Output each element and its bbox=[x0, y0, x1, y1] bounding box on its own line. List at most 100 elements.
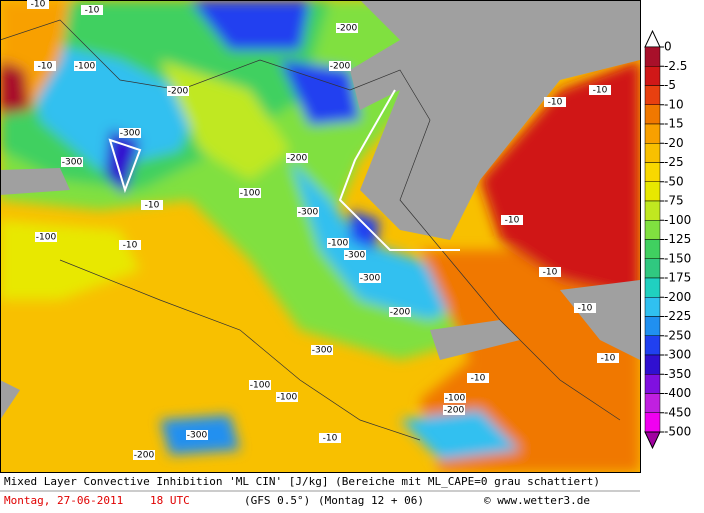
colorbar-segment bbox=[644, 162, 661, 182]
contour-label: -10 bbox=[548, 98, 563, 108]
contour-label-bg bbox=[444, 393, 466, 403]
contour-label-bg bbox=[501, 215, 523, 225]
date: Montag, 27-06-2011 bbox=[4, 494, 123, 507]
contour-label-bg bbox=[329, 61, 351, 71]
contour-label-bg bbox=[443, 405, 465, 415]
contour-label: -200 bbox=[287, 154, 308, 164]
colorbar-segment bbox=[644, 46, 661, 67]
colorbar-label: -200 bbox=[664, 290, 691, 304]
colorbar-label: -20 bbox=[664, 136, 684, 150]
colorbar-segment bbox=[644, 220, 661, 240]
contour-label: -10 bbox=[601, 354, 616, 364]
contour-label-bg bbox=[539, 267, 561, 277]
contour-label-bg bbox=[249, 380, 271, 390]
contour-label: -10 bbox=[543, 268, 558, 278]
contour-label: -300 bbox=[120, 129, 141, 139]
contour-label-bg bbox=[141, 200, 163, 210]
contour-label-bg bbox=[467, 373, 489, 383]
colorbar-label: -2.5 bbox=[664, 59, 687, 73]
colorbar-label: -400 bbox=[664, 386, 691, 400]
contour-label: -100 bbox=[250, 381, 271, 391]
model: (GFS 0.5°) bbox=[244, 494, 310, 507]
map bbox=[0, 0, 640, 472]
colorbar-segment bbox=[644, 277, 661, 298]
contour-label: -200 bbox=[330, 62, 351, 72]
colorbar-label: -450 bbox=[664, 405, 691, 419]
map-frame bbox=[0, 0, 641, 473]
contour-label-bg bbox=[344, 250, 366, 260]
contour-label-bg bbox=[239, 188, 261, 198]
contour-label: -10 bbox=[38, 62, 53, 72]
contour-label-bg bbox=[297, 207, 319, 217]
contour-label: -100 bbox=[277, 393, 298, 403]
contour-label-bg bbox=[589, 85, 611, 95]
colorbar-label: -500 bbox=[664, 425, 691, 439]
contour-label: -200 bbox=[134, 451, 155, 461]
contour-label: -10 bbox=[323, 434, 338, 444]
contour-labels: -10-10-10-10-10-10-10-10-10-10-10-10-10-… bbox=[27, 0, 619, 461]
contour-label: -10 bbox=[505, 216, 520, 226]
colorbar-segment bbox=[644, 104, 661, 125]
contour-label-bg bbox=[276, 392, 298, 402]
colorbar-segment bbox=[644, 374, 661, 394]
contour-label: -100 bbox=[36, 233, 57, 243]
contour-label: -200 bbox=[444, 406, 465, 416]
contour-label: -300 bbox=[187, 431, 208, 441]
contour-label-bg bbox=[27, 0, 49, 9]
contour-label-bg bbox=[74, 61, 96, 71]
contour-label: -10 bbox=[145, 201, 160, 211]
contour-label: -300 bbox=[62, 158, 83, 168]
colorbar-segment bbox=[644, 143, 661, 163]
colorbar-label: -175 bbox=[664, 271, 691, 285]
colorbar-segment bbox=[644, 316, 661, 336]
contour-label: -300 bbox=[312, 346, 333, 356]
colorbar: 0 -2.5 -5 -10 -15 -20 -25 -50 -75 -100 -125 -150 -17… bbox=[644, 29, 691, 450]
colorbar-label: -10 bbox=[664, 97, 684, 111]
colorbar-segment bbox=[644, 123, 661, 144]
contour-label: -300 bbox=[360, 274, 381, 284]
contour-label: -10 bbox=[31, 0, 46, 10]
contour-label: -200 bbox=[168, 87, 189, 97]
contour-label: -100 bbox=[445, 394, 466, 404]
contour-label-bg bbox=[319, 433, 341, 443]
colorbar-segment bbox=[644, 239, 661, 259]
contour-label: -200 bbox=[390, 308, 411, 318]
contour-label-bg bbox=[389, 307, 411, 317]
contour-label: -10 bbox=[123, 241, 138, 251]
contour-label-bg bbox=[574, 303, 596, 313]
colorbar-label: -100 bbox=[664, 213, 691, 227]
run: (Montag 12 + 06) bbox=[318, 494, 424, 507]
contour-label: -10 bbox=[85, 6, 100, 16]
contour-label-bg bbox=[35, 232, 57, 242]
contour-label-bg bbox=[34, 61, 56, 71]
colorbar-segment bbox=[644, 200, 661, 221]
contour-label-bg bbox=[119, 240, 141, 250]
colorbar-label: -225 bbox=[664, 309, 691, 323]
contour-label-bg bbox=[327, 238, 349, 248]
colorbar-label: -75 bbox=[664, 194, 684, 208]
description: Mixed Layer Convective Inhibition 'ML CI… bbox=[4, 475, 600, 488]
colorbar-segment bbox=[644, 181, 661, 202]
contour-label-bg bbox=[133, 450, 155, 460]
contour-label-bg bbox=[119, 128, 141, 138]
contour-label: -10 bbox=[593, 86, 608, 96]
colorbar-label: -50 bbox=[664, 174, 684, 188]
contour-label: -300 bbox=[345, 251, 366, 261]
contour-label-bg bbox=[597, 353, 619, 363]
contour-label-bg bbox=[311, 345, 333, 355]
time: 18 UTC bbox=[150, 494, 190, 507]
colorbar-segment bbox=[644, 66, 661, 86]
colorbar-label: -250 bbox=[664, 328, 691, 342]
colorbar-label: -350 bbox=[664, 367, 691, 381]
colorbar-label: -125 bbox=[664, 232, 691, 246]
contour-label: -100 bbox=[75, 62, 96, 72]
credit: © www.wetter3.de bbox=[484, 494, 590, 507]
contour-label: -10 bbox=[578, 304, 593, 314]
contour-label: -100 bbox=[240, 189, 261, 199]
colorbar-label: -300 bbox=[664, 348, 691, 362]
contour-label: -100 bbox=[328, 239, 349, 249]
contour-label: -200 bbox=[337, 24, 358, 34]
contour-label-bg bbox=[81, 5, 103, 15]
contour-label-bg bbox=[359, 273, 381, 283]
colorbar-segment bbox=[644, 258, 661, 279]
